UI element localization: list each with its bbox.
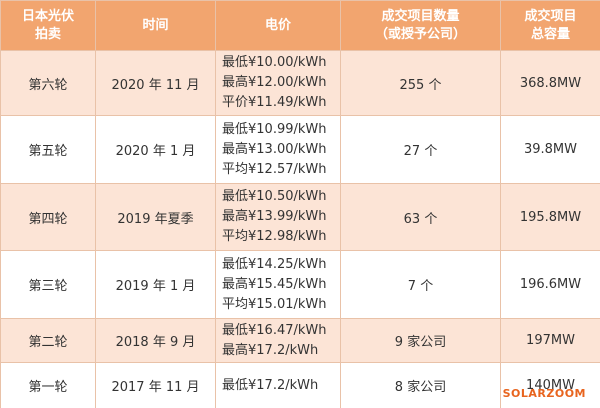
date-cell: 2017 年 11 月 [95, 362, 216, 408]
header-text: 时间 [142, 17, 169, 33]
price-line: 最高¥12.00/kWh [222, 75, 327, 90]
header-text: 成交项目数量 [381, 8, 460, 24]
round-cell: 第五轮 [0, 115, 96, 184]
header-text: 拍卖 [34, 26, 61, 42]
round-cell: 第三轮 [0, 250, 96, 319]
price-cell: 最低¥10.00/kWh 最高¥12.00/kWh 平价¥11.49/kWh [215, 50, 341, 116]
price-line: 平均¥12.57/kWh [222, 161, 327, 177]
price-line: 最低¥16.47/kWh [222, 322, 327, 338]
price-line: 最高¥13.00/kWh [222, 141, 327, 157]
price-cell: 最低¥17.2/kWh [215, 362, 341, 408]
header-text: （或授予公司） [374, 26, 466, 42]
project-count-cell: 27 个 [340, 115, 501, 184]
price-line: 平均¥15.01/kWh [222, 296, 327, 312]
price-line: 最低¥10.99/kWh [222, 121, 327, 137]
header-row: 日本光伏拍卖 时间 电价 成交项目数量 （或授予公司） 成交项目总容量 [0, 0, 600, 51]
date-cell: 2020 年 1 月 [95, 115, 216, 184]
header-cell: 电价 [215, 0, 341, 51]
header-text: 总容量 [530, 26, 570, 42]
table-row: 第五轮 2020 年 1 月最低¥10.99/kWh 最高¥13.00/kWh 平均¥… [0, 115, 600, 184]
capacity-cell: 196.6MW [500, 250, 600, 319]
capacity-cell: 195.8MW [500, 183, 600, 251]
project-count-cell: 255 个 [340, 50, 501, 116]
project-count-cell: 63 个 [340, 183, 501, 251]
price-line: 最低¥17.2/kWh [222, 377, 319, 393]
price-cell: 最低¥16.47/kWh 最高¥17.2/kWh [215, 318, 341, 363]
header-cell: 日本光伏 拍卖 [0, 0, 96, 51]
project-count-cell: 7 个 [340, 250, 501, 319]
price-line: 平价¥11.49/kWh [222, 95, 327, 110]
table-row: 第二轮 2018 年 9 月最低¥16.47/kWh 最高¥17.2/kWh 9 家公… [0, 318, 600, 363]
capacity-cell: 39.8MW [500, 115, 600, 184]
header-text: 电价 [264, 17, 291, 33]
price-cell: 最低¥14.25/kWh 最高¥15.45/kWh 平均¥15.01/kWh [215, 250, 341, 319]
price-line: 最低¥10.00/kWh [222, 55, 327, 70]
price-line: 最高¥15.45/kWh [222, 276, 327, 292]
price-line: 最低¥14.25/kWh [222, 256, 327, 272]
header-cell: 成交项目数量 （或授予公司） [340, 0, 501, 51]
header-cell: 成交项目 总容量 [500, 0, 600, 51]
date-cell: 2020 年 11 月 [95, 50, 216, 116]
date-cell: 2018 年 9 月 [95, 318, 216, 363]
project-count-cell: 8 家公司 [340, 362, 501, 408]
watermark: SOLARZOOM [502, 387, 586, 400]
price-line: 最低¥10.50/kWh [222, 189, 327, 204]
table-row: 第四轮 2019 年夏季 最低¥10.50/kWh 最高¥13.99/kWh 平均¥12… [0, 183, 600, 251]
round-cell: 第一轮 [0, 362, 96, 408]
header-text: 成交项目 [524, 8, 577, 24]
price-line: 最高¥17.2/kWh [222, 342, 319, 358]
round-cell: 第六轮 [0, 50, 96, 116]
round-cell: 第四轮 [0, 183, 96, 251]
project-count-cell: 9 家公司 [340, 318, 501, 363]
price-line: 平均¥12.98/kWh [222, 229, 327, 244]
capacity-cell: 368.8MW [500, 50, 600, 116]
header-text: 日本光伏 [21, 8, 74, 24]
capacity-cell: 140MW [500, 362, 600, 408]
capacity-cell: 197MW [500, 318, 600, 363]
price-cell: 最低¥10.99/kWh 最高¥13.00/kWh 平均¥12.57/kWh [215, 115, 341, 184]
price-line: 最高¥13.99/kWh [222, 209, 327, 224]
date-cell: 2019 年 1 月 [95, 250, 216, 319]
round-cell: 第二轮 [0, 318, 96, 363]
header-cell: 时间 [95, 0, 216, 51]
table-row: 第六轮 2020 年 11 月最低¥10.00/kWh 最高¥12.00/kWh 平价… [0, 50, 600, 116]
table-row: 第三轮 2019 年 1 月最低¥14.25/kWh 最高¥15.45/kWh 平均¥… [0, 250, 600, 319]
date-cell: 2019 年夏季 [95, 183, 216, 251]
table-row: 第一轮 2017 年 11 月最低¥17.2/kWh 8 家公司 140MW [0, 362, 600, 408]
price-cell: 最低¥10.50/kWh 最高¥13.99/kWh 平均¥12.98/kWh [215, 183, 341, 251]
